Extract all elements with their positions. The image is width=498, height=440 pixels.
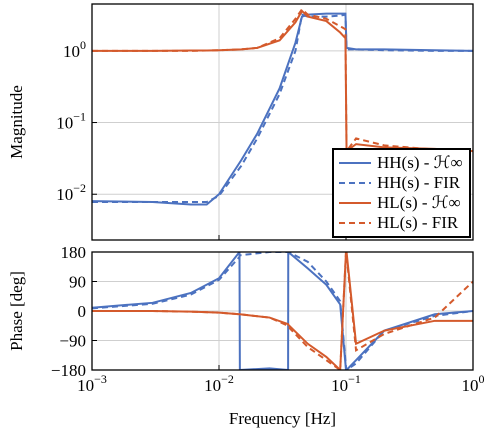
x-tick-label: 10−2 (204, 372, 234, 395)
axes-frame (91, 251, 474, 371)
x-axis-label: Frequency [Hz] (229, 409, 336, 428)
y-tick-label: 10−2 (56, 181, 86, 204)
x-tick-label: 10−3 (77, 372, 107, 395)
y-axis-label: Phase [deg] (7, 271, 26, 351)
y-tick-label: 100 (63, 38, 86, 61)
plot-area (92, 7, 473, 206)
line-series (92, 252, 473, 370)
x-tick-label: 100 (462, 372, 485, 395)
x-tick-label: 10−1 (331, 372, 361, 395)
plot-area (92, 252, 473, 370)
legend-label: HH(s) - ℋ∞ (377, 153, 463, 172)
line-series (92, 13, 473, 203)
legend-label: HL(s) - FIR (377, 213, 459, 232)
y-tick-label: −180 (51, 361, 86, 380)
line-series (92, 12, 473, 206)
y-tick-label: −90 (59, 331, 86, 350)
y-tick-label: 10−1 (56, 109, 86, 132)
line-series (92, 252, 473, 370)
y-axis-label: Magnitude (7, 85, 26, 159)
legend-label: HH(s) - FIR (377, 173, 461, 192)
axes-frame (91, 3, 474, 241)
y-tick-label: 90 (69, 272, 86, 291)
legend-label: HL(s) - ℋ∞ (377, 193, 461, 212)
line-series (92, 7, 473, 155)
line-series (92, 252, 473, 370)
y-tick-label: 180 (61, 243, 87, 262)
y-tick-label: 0 (78, 302, 87, 321)
